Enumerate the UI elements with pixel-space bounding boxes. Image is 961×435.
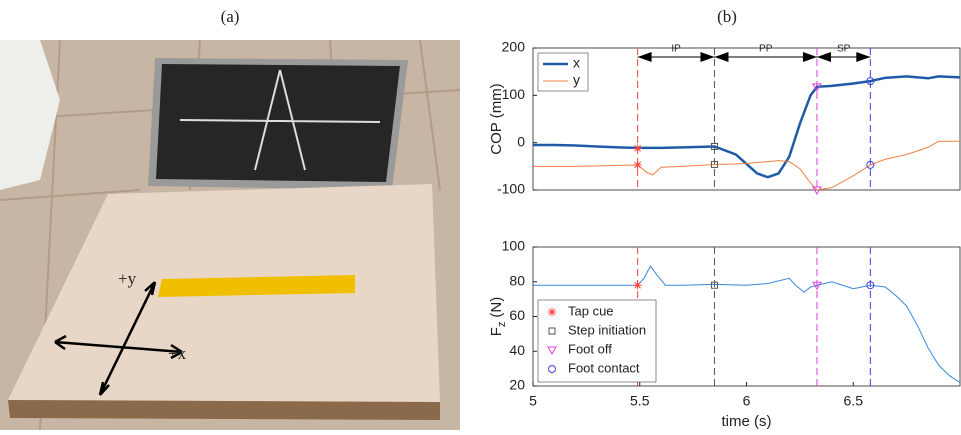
panel-label: (a): [221, 7, 240, 26]
series-line: [533, 76, 960, 177]
legend-label: Foot contact: [568, 360, 640, 375]
y-tick-label: 20: [509, 377, 525, 393]
x-tick-label: 5.5: [630, 393, 650, 409]
phase-label: PP: [759, 44, 773, 55]
legend-label: y: [573, 72, 580, 88]
legend-label: Foot off: [568, 341, 612, 356]
y-tick-label: -100: [497, 181, 525, 197]
panel-label: (b): [717, 7, 737, 26]
y-axis-label-part: COP (mm): [488, 83, 505, 154]
marker: [634, 161, 642, 169]
legend-label: Tap cue: [568, 303, 614, 318]
y-axis-label: COP (mm): [488, 83, 505, 154]
plot-area: [533, 48, 960, 190]
photo-axis-label: +x: [168, 344, 187, 363]
y-axis-label: Fz (N): [488, 297, 508, 337]
x-axis-label: time (s): [722, 413, 772, 430]
legend-label: x: [573, 55, 580, 71]
marker: [634, 144, 642, 152]
y-tick-label: 40: [509, 342, 525, 358]
photo: +y +x: [0, 40, 460, 430]
y-tick-label: 100: [502, 238, 526, 254]
y-axis-label-part: z: [496, 322, 508, 328]
phase-label: IP: [671, 44, 681, 55]
legend-label: Step initiation: [568, 322, 646, 337]
phase-label: SP: [837, 44, 851, 55]
y-tick-label: 100: [502, 86, 526, 102]
y-axis-label-part: (N): [488, 297, 505, 318]
y-tick-label: 60: [509, 307, 525, 323]
board-edge: [8, 400, 440, 420]
x-tick-label: 6: [743, 393, 751, 409]
marker: [634, 281, 642, 289]
y-axis-label-part: F: [488, 327, 505, 336]
y-tick-label: 200: [502, 39, 526, 55]
x-tick-label: 5: [529, 393, 537, 409]
x-tick-label: 6.5: [844, 393, 864, 409]
marker: [548, 308, 556, 316]
legend-box: [538, 53, 588, 91]
photo-axis-label: +y: [118, 269, 137, 288]
figure: +y +x (a) (b) -100 0 100 200 COP (mm) IP PP SP x…: [0, 0, 961, 435]
y-tick-label: 0: [517, 133, 525, 149]
y-tick-label: 80: [509, 272, 525, 288]
